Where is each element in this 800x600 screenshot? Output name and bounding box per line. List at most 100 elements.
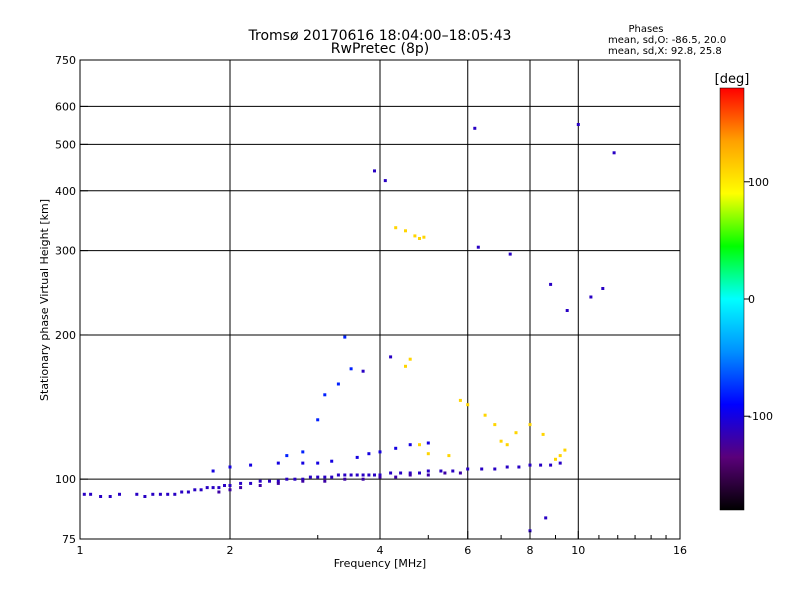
data-point [285,477,289,481]
data-point [316,475,320,479]
data-point [394,475,398,479]
data-point [323,479,327,483]
data-point [539,463,543,467]
data-point [408,473,412,477]
x-tick-label: 10 [571,544,585,557]
y-tick-label: 300 [55,245,76,258]
x-axis-ticks: 1 2 4 6 8 10 16 [77,531,687,557]
data-point [601,287,605,290]
data-point [336,473,340,477]
x-tick-label: 2 [227,544,234,557]
data-point [508,252,512,256]
data-point [408,357,412,361]
data-point [558,454,562,458]
data-point [228,465,232,469]
y-axis-label: Stationary phase Virtual Height [km] [38,199,51,401]
data-point [89,492,93,496]
data-point [180,490,184,494]
y-tick-label: 600 [55,100,76,113]
data-point [426,452,430,456]
data-point [565,309,569,312]
data-point [394,446,398,450]
data-point [373,169,376,173]
data-point [499,439,503,443]
data-point [563,448,567,452]
data-point [308,475,312,479]
data-point [223,484,226,487]
data-point [285,454,289,458]
grid-lines [80,60,680,539]
data-point [361,473,365,477]
data-point [426,469,430,473]
data-point [343,473,347,477]
data-point [211,486,215,490]
data-point [367,452,371,456]
data-point [476,245,480,249]
data-point [443,471,447,475]
data-point [217,490,221,494]
data-point [268,479,271,483]
colorbar-tick-label: -100 [748,410,773,423]
data-point [158,492,162,496]
data-point [367,473,371,477]
data-point [211,469,215,473]
data-point [549,463,553,467]
data-point [458,471,462,475]
phase-box-line-o: mean, sd,O: -86.5, 20.0 [608,35,726,46]
data-point [173,492,177,496]
data-point [517,465,521,469]
x-tick-label: 1 [77,544,84,557]
x-tick-label: 6 [464,544,471,557]
data-point [483,413,487,417]
colorbar-label: [deg] [715,72,750,87]
data-point [576,123,580,126]
data-point [343,477,347,481]
data-point [258,484,262,487]
chart-subtitle: RwPretec (8p) [331,41,429,57]
colorbar-tick-label: 0 [748,293,755,306]
data-point [554,457,557,461]
data-point [355,455,359,459]
data-point [541,432,545,436]
data-point [408,471,412,475]
data-point [301,477,305,481]
data-point [528,423,532,427]
data-point [612,151,616,155]
data-point [451,469,455,473]
data-point [361,369,365,373]
data-point [82,492,86,496]
data-point [514,431,518,435]
data-point [473,126,477,130]
data-point [249,463,253,467]
data-point [505,465,509,469]
y-tick-label: 75 [62,533,76,546]
data-point [349,473,353,477]
data-point [205,486,209,490]
data-point [276,479,280,483]
x-tick-label: 16 [673,544,687,557]
data-point [336,382,340,386]
data-point [301,461,305,465]
data-point [343,335,347,339]
y-tick-label: 400 [55,185,76,198]
data-point [378,450,382,454]
data-point [389,471,393,475]
data-point [323,475,327,479]
data-point [373,473,376,477]
data-point [361,477,365,481]
scatter-points [82,123,616,533]
data-point [276,461,280,465]
data-point [217,486,221,490]
data-point [108,495,112,498]
phase-box-heading: Phases [628,24,663,35]
data-point [493,467,497,471]
data-point [293,477,297,481]
colorbar-ticks: 100 0 -100 [744,176,773,423]
colorbar [719,87,745,511]
data-point [193,488,197,492]
chart-title: Tromsø 20170616 18:04:00–18:05:43 [248,28,512,44]
data-point [166,492,170,496]
data-point [228,488,232,492]
data-point [466,403,470,407]
